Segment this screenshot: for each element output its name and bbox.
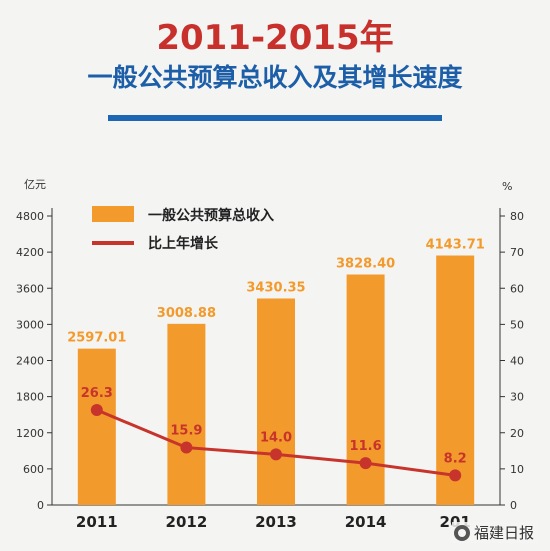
- bar: [167, 323, 206, 505]
- y-left-unit: 亿元: [24, 178, 46, 191]
- bar-value-label: 4143.71: [426, 238, 485, 253]
- bar-value-label: 2597.01: [67, 331, 126, 346]
- x-tick-label: 2012: [166, 513, 208, 531]
- bar: [346, 274, 385, 505]
- watermark-text: 福建日报: [474, 524, 535, 542]
- growth-value-label: 8.2: [444, 451, 467, 466]
- y-right-unit: %: [502, 180, 512, 193]
- y-left-tick-label: 3600: [16, 282, 44, 295]
- y-left-tick-label: 600: [23, 463, 44, 476]
- bar-value-label: 3828.40: [336, 256, 395, 271]
- y-right-tick-label: 40: [510, 355, 524, 368]
- x-tick-label: 2014: [345, 513, 387, 531]
- growth-point: [90, 403, 103, 416]
- chart-title: 2011-2015年: [156, 18, 394, 58]
- growth-point: [359, 457, 372, 470]
- chart-subtitle: 一般公共预算总收入及其增长速度: [87, 63, 463, 92]
- bar: [77, 348, 116, 505]
- y-left-tick-label: 4800: [16, 210, 44, 223]
- growth-value-label: 15.9: [170, 424, 202, 439]
- growth-point: [270, 448, 282, 461]
- growth-value-label: 14.0: [260, 430, 292, 445]
- y-right-tick-label: 20: [510, 427, 524, 440]
- legend-swatch-bar: [92, 206, 134, 222]
- growth-point: [180, 441, 193, 454]
- growth-value-label: 11.6: [350, 439, 382, 454]
- bar-value-label: 3008.88: [157, 306, 216, 321]
- title-divider: [108, 115, 442, 121]
- y-right-tick-label: 0: [510, 499, 517, 512]
- y-left-tick-label: 3000: [16, 318, 44, 331]
- legend-label-bar: 一般公共预算总收入: [148, 207, 274, 224]
- y-left-tick-label: 2400: [16, 355, 44, 368]
- y-left-tick-label: 1200: [16, 427, 44, 440]
- legend-label-line: 比上年增长: [148, 235, 219, 252]
- growth-value-label: 26.3: [81, 386, 113, 401]
- bar: [436, 255, 475, 505]
- y-right-tick-label: 30: [510, 391, 524, 404]
- y-right-tick-label: 70: [510, 246, 524, 259]
- x-tick-label: 2013: [255, 513, 297, 531]
- bar: [257, 298, 295, 505]
- y-right-tick-label: 10: [510, 463, 524, 476]
- bar-value-label: 3430.35: [246, 280, 305, 295]
- watermark: 福建日报: [452, 522, 539, 543]
- x-tick-label: 2011: [76, 513, 118, 531]
- wechat-icon: [454, 524, 470, 541]
- y-left-tick-label: 1800: [16, 391, 44, 404]
- y-right-tick-label: 80: [510, 210, 524, 223]
- y-right-tick-label: 60: [510, 282, 524, 295]
- growth-point: [449, 469, 462, 482]
- y-left-tick-label: 0: [37, 499, 44, 512]
- y-right-tick-label: 50: [510, 318, 524, 331]
- y-left-tick-label: 4200: [16, 246, 44, 259]
